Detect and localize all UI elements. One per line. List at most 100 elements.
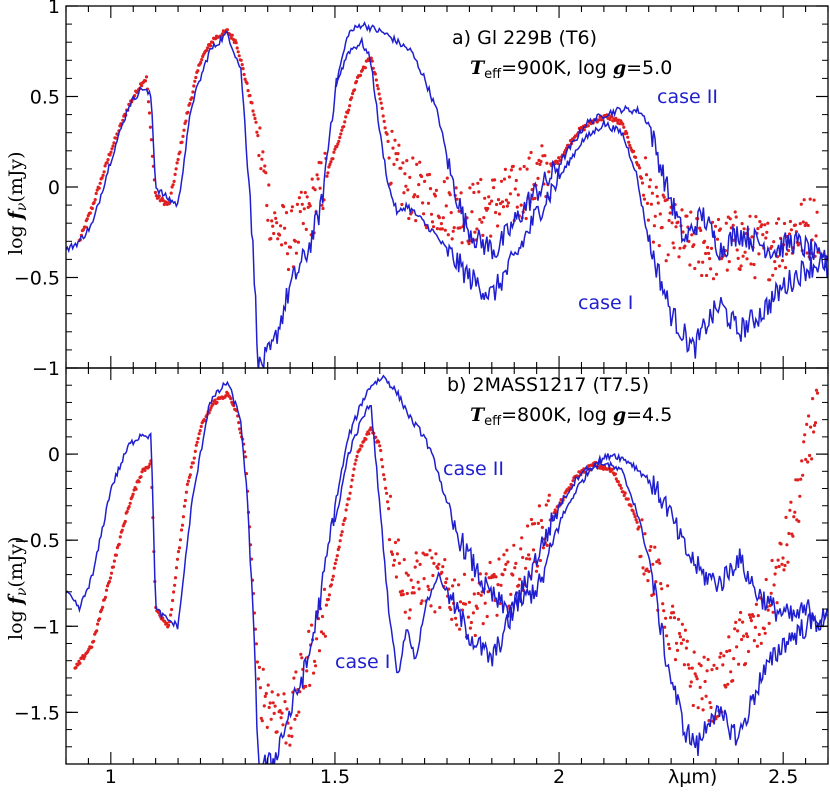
observed-point — [501, 573, 505, 577]
observed-point — [643, 532, 647, 536]
observed-point — [777, 564, 781, 569]
observed-point — [436, 566, 440, 571]
observed-point — [650, 191, 655, 195]
observed-point — [459, 191, 463, 195]
observed-point — [170, 607, 174, 612]
observed-point — [540, 525, 545, 530]
observed-point — [382, 473, 386, 477]
plot-area-a — [66, 20, 828, 368]
observed-point — [509, 592, 513, 597]
observed-point — [731, 679, 735, 683]
observed-point — [180, 523, 185, 527]
observed-point — [679, 641, 684, 646]
observed-point — [387, 507, 391, 511]
observed-point — [364, 437, 368, 441]
observed-point — [147, 111, 152, 115]
observed-point — [186, 479, 190, 483]
observed-point — [256, 134, 260, 138]
observed-point — [729, 226, 733, 230]
observed-point — [308, 683, 312, 688]
observed-point — [481, 622, 485, 626]
observed-point — [769, 591, 773, 595]
observed-point — [391, 563, 396, 567]
observed-point — [772, 583, 776, 587]
observed-point — [346, 111, 350, 115]
observed-point — [691, 703, 695, 708]
observed-point — [718, 655, 722, 659]
observed-point — [458, 226, 462, 230]
observed-point — [157, 194, 161, 198]
observed-point — [653, 545, 657, 549]
observed-point — [491, 575, 495, 579]
observed-point — [174, 566, 179, 570]
observed-point — [712, 663, 716, 667]
observed-point — [169, 613, 173, 617]
observed-point — [117, 542, 121, 547]
observed-point — [478, 572, 482, 576]
observed-point — [649, 202, 654, 206]
observed-point — [672, 616, 677, 620]
observed-point — [525, 557, 529, 561]
observed-point — [205, 48, 209, 53]
observed-point — [643, 156, 648, 160]
observed-point — [743, 250, 747, 254]
panel-a-g-symbol: g — [613, 57, 626, 79]
observed-points-a — [77, 28, 820, 282]
observed-point — [139, 475, 143, 479]
observed-point — [502, 177, 507, 181]
observed-point — [639, 176, 644, 180]
observed-point — [475, 227, 479, 231]
observed-point — [407, 616, 411, 620]
observed-point — [252, 113, 256, 117]
observed-point — [234, 41, 238, 45]
observed-point — [179, 528, 184, 532]
observed-point — [224, 394, 228, 398]
observed-point — [506, 560, 510, 564]
observed-point — [622, 125, 626, 129]
observed-point — [140, 84, 144, 88]
observed-point — [498, 601, 502, 606]
observed-point — [503, 568, 507, 572]
observed-point — [338, 539, 342, 543]
observed-point — [676, 617, 681, 621]
observed-point — [418, 160, 422, 164]
observed-point — [683, 244, 687, 248]
observed-point — [315, 173, 319, 177]
observed-point — [753, 276, 757, 280]
x-ticks-b — [65, 368, 829, 764]
observed-point — [662, 195, 666, 199]
observed-point — [667, 642, 671, 646]
observed-point — [414, 551, 418, 555]
observed-point — [653, 214, 657, 218]
observed-point — [721, 663, 725, 667]
observed-point — [262, 704, 266, 708]
observed-point — [770, 558, 774, 563]
observed-point — [700, 273, 704, 278]
observed-point — [754, 602, 759, 607]
observed-point — [258, 686, 262, 690]
observed-point — [383, 477, 387, 481]
x-tick-label: 2.5 — [768, 766, 798, 788]
observed-point — [266, 683, 270, 687]
observed-point — [421, 201, 425, 205]
observed-point — [326, 597, 330, 602]
observed-point — [701, 260, 705, 264]
observed-point — [571, 479, 575, 483]
observed-point — [273, 704, 277, 708]
observed-point — [422, 577, 426, 581]
observed-point — [737, 662, 741, 666]
observed-point — [754, 215, 758, 219]
observed-point — [339, 132, 343, 136]
observed-point — [511, 164, 515, 168]
observed-point — [271, 701, 275, 705]
observed-point — [317, 649, 322, 653]
observed-point — [191, 461, 195, 465]
observed-point — [105, 584, 110, 588]
observed-point — [534, 569, 539, 573]
observed-point — [803, 433, 807, 437]
observed-point — [750, 235, 754, 239]
observed-point — [543, 154, 547, 158]
observed-point — [251, 109, 255, 113]
observed-point — [321, 206, 325, 211]
observed-point — [738, 618, 742, 622]
